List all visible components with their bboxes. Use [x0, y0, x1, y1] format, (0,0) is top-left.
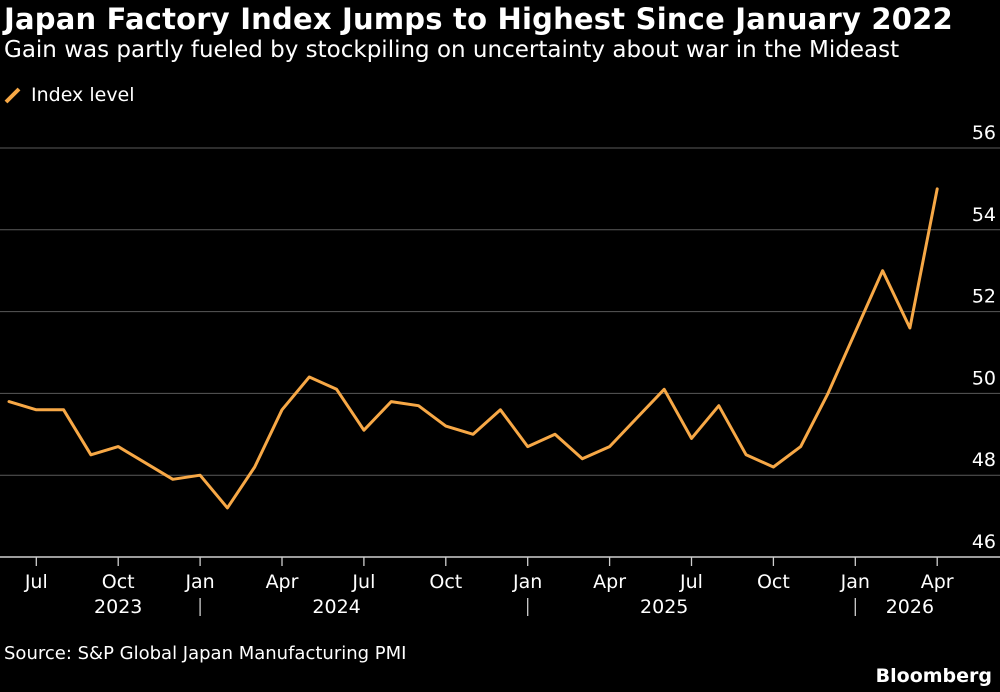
y-tick-label: 54: [972, 204, 996, 226]
x-tick-label: Oct: [757, 571, 790, 593]
series-line-index-level: [7, 187, 939, 510]
x-tick-label: Jan: [840, 571, 870, 593]
x-year-label: 2026: [886, 596, 934, 618]
y-tick-label: 56: [972, 122, 996, 144]
chart-legend: Index level: [4, 82, 135, 108]
chart-title: Japan Factory Index Jumps to Highest Sin…: [4, 2, 953, 36]
y-tick-label: 48: [972, 449, 996, 471]
brand-logo: Bloomberg: [875, 665, 992, 687]
series-layer: [7, 187, 939, 510]
x-tick-label: Apr: [266, 571, 299, 593]
gridlines: [0, 147, 1000, 558]
source-note: Source: S&P Global Japan Manufacturing P…: [4, 643, 407, 664]
legend-label: Index level: [31, 84, 135, 106]
x-tick-label: Jul: [24, 571, 48, 593]
x-tick-label: Jan: [512, 571, 542, 593]
y-tick-label: 50: [972, 367, 996, 389]
x-year-label: 2024: [312, 596, 360, 618]
y-tick-label: 52: [972, 286, 996, 308]
x-tick-label: Jul: [351, 571, 375, 593]
x-year-label: 2025: [640, 596, 688, 618]
y-axis: 46 48 50 52 54 56: [972, 122, 996, 553]
x-year-label: 2023: [94, 596, 142, 618]
chart-subtitle: Gain was partly fueled by stockpiling on…: [4, 37, 900, 63]
x-tick-label: Apr: [921, 571, 954, 593]
x-tick-label: Jan: [184, 571, 214, 593]
legend-line-icon: [4, 87, 21, 104]
x-tick-label: Apr: [593, 571, 626, 593]
x-tick-label: Jul: [679, 571, 703, 593]
x-tick-label: Oct: [102, 571, 135, 593]
x-tick-label: Oct: [429, 571, 462, 593]
x-axis: Jul Oct Jan Apr Jul Oct Jan Apr Jul Oct Jan Apr 2023…: [24, 557, 954, 618]
y-tick-label: 46: [972, 531, 996, 553]
